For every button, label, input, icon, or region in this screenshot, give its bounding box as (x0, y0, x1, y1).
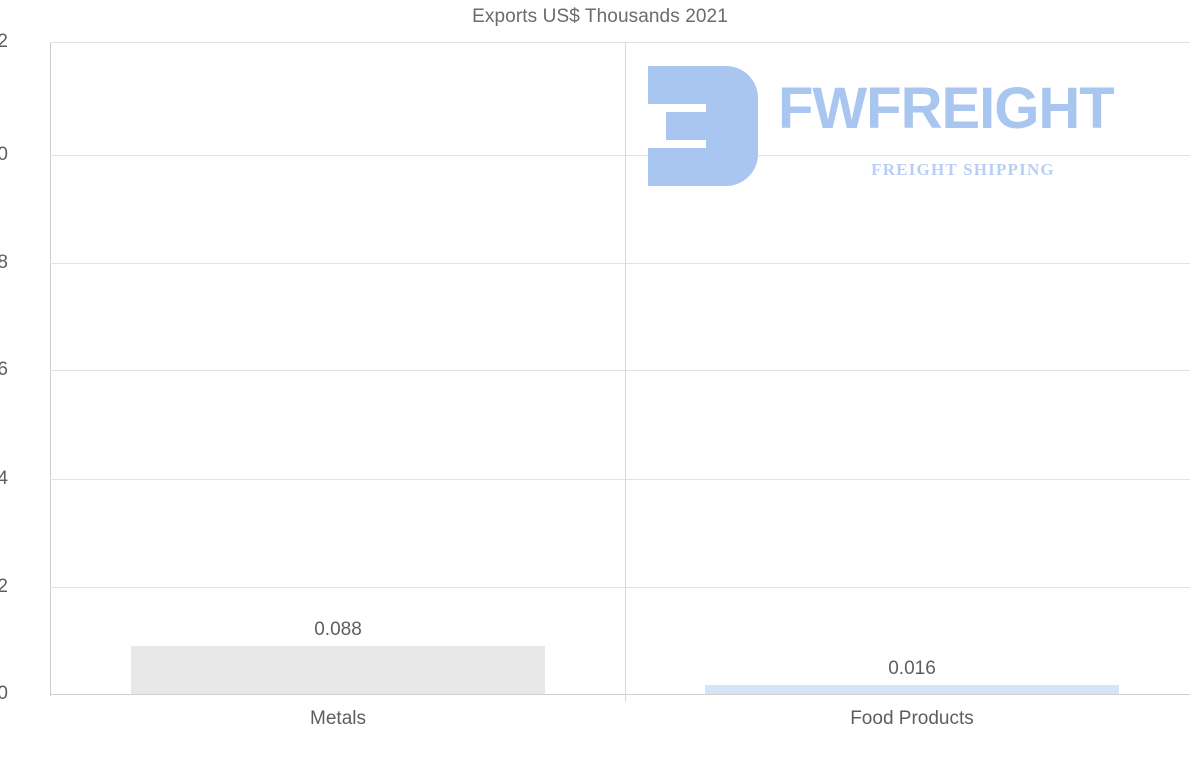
y-axis-tick-label-1-2: 1,2 (0, 31, 8, 52)
y-axis-tick-label-0: 0 (0, 683, 8, 704)
plot-area: 0.088 0.016 (50, 42, 1190, 702)
y-axis-tick-label-0-4: 0,4 (0, 468, 8, 489)
category-divider-gridline (625, 42, 626, 702)
x-axis-baseline (50, 694, 1190, 695)
y-axis-tick-label-0-8: 0,8 (0, 252, 8, 273)
gridline-0-4 (50, 479, 1190, 480)
x-axis-category-label-food-products: Food Products (850, 708, 974, 729)
bar-value-label-food-products: 0.016 (888, 658, 936, 679)
bar-food-products[interactable] (705, 685, 1119, 694)
gridline-0-6 (50, 370, 1190, 371)
gridline-1-2 (50, 42, 1190, 43)
chart-title: Exports US$ Thousands 2021 (472, 6, 728, 27)
y-axis-line (50, 42, 51, 696)
gridline-0-2 (50, 587, 1190, 588)
y-axis-tick-label-1-0: 1,0 (0, 144, 8, 165)
gridline-1-0 (50, 155, 1190, 156)
bar-value-label-metals: 0.088 (314, 619, 362, 640)
x-axis-category-label-metals: Metals (310, 708, 366, 729)
bar-metals[interactable] (131, 646, 545, 694)
y-axis-tick-label-0-6: 0,6 (0, 359, 8, 380)
gridline-0-8 (50, 263, 1190, 264)
y-axis-tick-label-0-2: 0,2 (0, 576, 8, 597)
